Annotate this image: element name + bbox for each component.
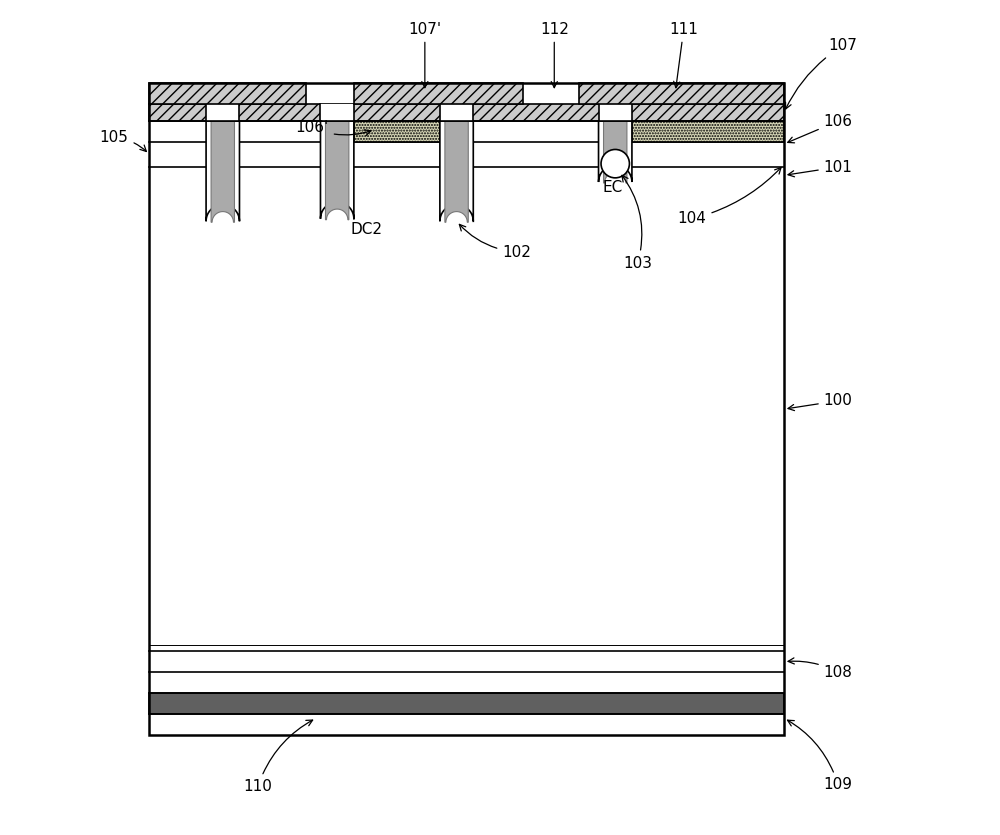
Text: 101: 101 [788,159,853,177]
Polygon shape [206,104,239,121]
Text: 104: 104 [678,168,781,226]
Polygon shape [604,121,627,183]
Bar [149,84,784,735]
Text: 111: 111 [669,22,698,88]
Bar [632,121,784,142]
Text: DC2: DC2 [350,222,382,237]
Bar [579,84,784,104]
Polygon shape [320,121,354,219]
Bar [149,84,784,735]
Text: 108: 108 [788,658,853,680]
Text: 107: 107 [786,38,857,109]
Bar [149,693,784,714]
Polygon shape [206,121,239,221]
Polygon shape [445,121,468,222]
Bar [149,104,784,121]
Bar [354,121,440,142]
Polygon shape [320,104,354,121]
Text: 106: 106 [788,114,853,143]
Bar [149,84,306,104]
Polygon shape [440,121,473,221]
Text: 100: 100 [788,393,853,411]
Polygon shape [599,104,632,121]
Text: 103: 103 [622,175,652,271]
Text: 106': 106' [296,120,371,135]
Polygon shape [211,121,234,222]
Text: 110: 110 [243,720,313,794]
Circle shape [601,149,629,178]
Bar [354,84,523,104]
Polygon shape [440,104,473,121]
Text: 107': 107' [408,22,441,88]
Text: 105: 105 [100,130,146,151]
Polygon shape [599,121,632,182]
Text: 102: 102 [459,225,531,260]
Text: 109: 109 [788,720,853,792]
Text: EC: EC [603,180,623,195]
Polygon shape [325,121,349,220]
Text: 112: 112 [540,22,569,88]
